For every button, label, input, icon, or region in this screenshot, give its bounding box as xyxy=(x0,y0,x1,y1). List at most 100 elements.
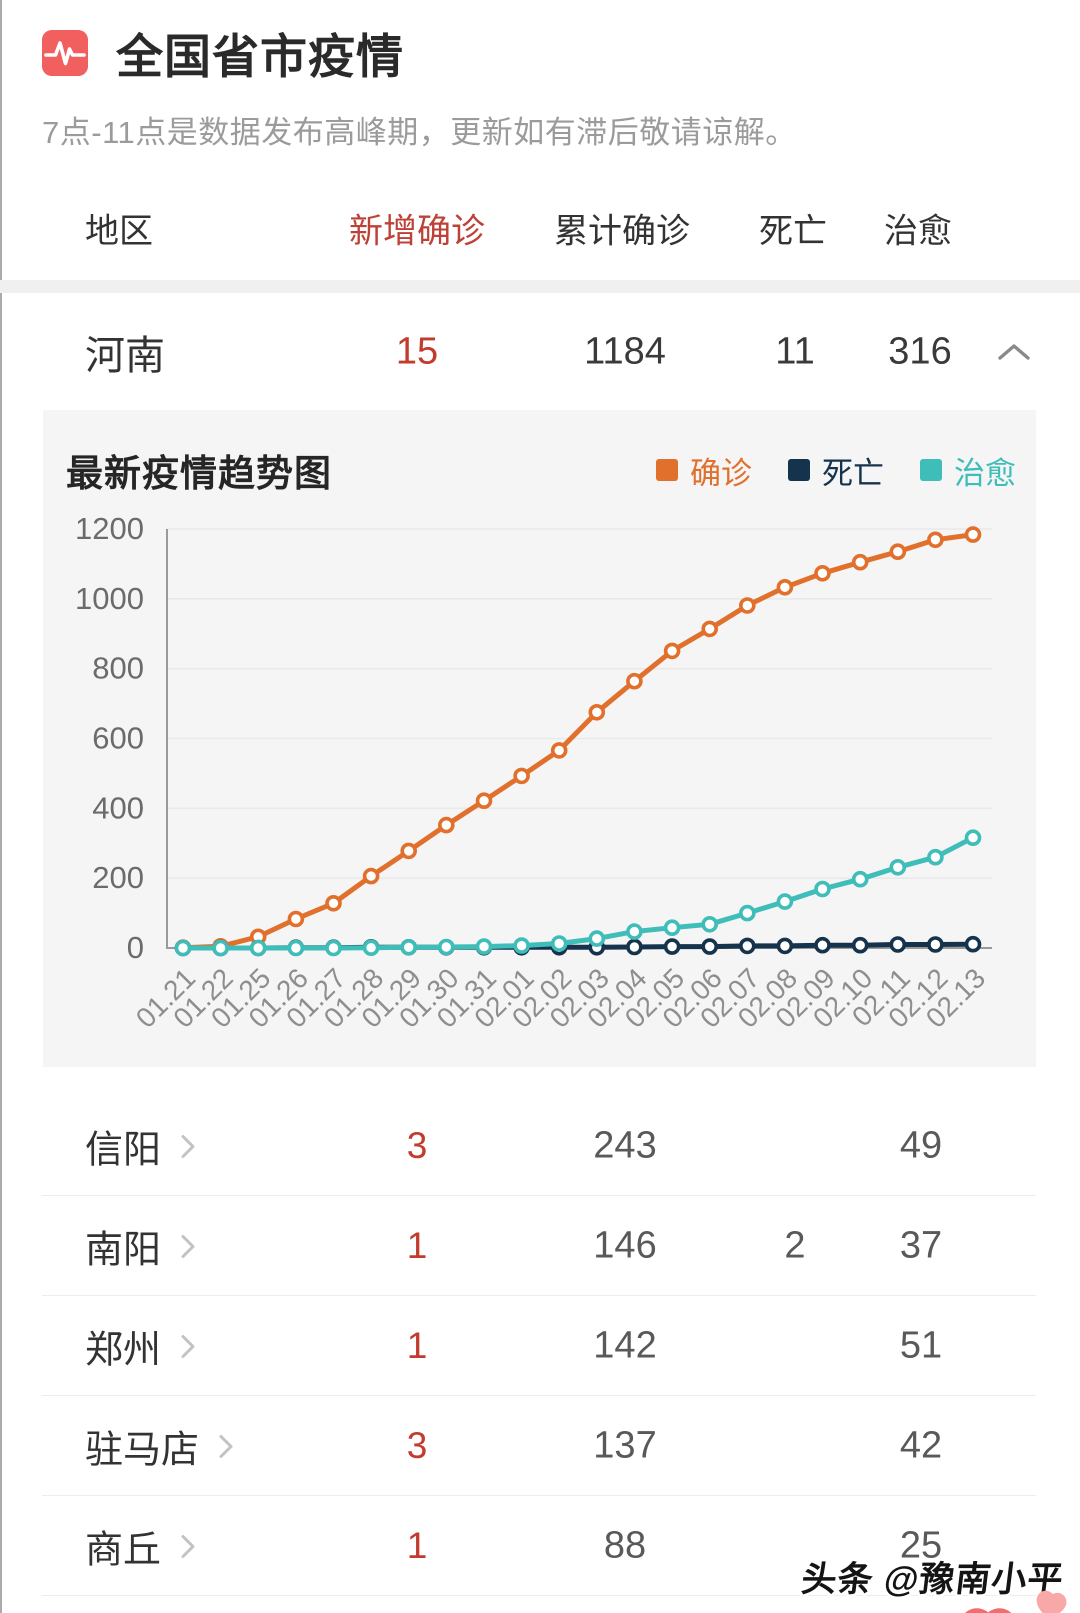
data-point[interactable] xyxy=(738,937,756,955)
data-point[interactable] xyxy=(851,936,869,954)
legend-label: 死亡 xyxy=(822,455,884,491)
data-point[interactable] xyxy=(437,938,455,956)
row-divider xyxy=(42,1595,1036,1596)
data-point[interactable] xyxy=(212,939,229,957)
data-point[interactable] xyxy=(626,923,643,940)
y-tick-label: 400 xyxy=(92,790,144,825)
city-row[interactable]: 驻马店 3 137 42 xyxy=(0,1396,1080,1496)
city-cured: 42 xyxy=(899,1424,943,1467)
data-point[interactable] xyxy=(362,939,380,957)
city-row[interactable]: 信阳 3 243 49 xyxy=(0,1096,1080,1196)
data-point[interactable] xyxy=(701,620,719,638)
city-new-confirmed: 3 xyxy=(406,1125,428,1166)
data-point[interactable] xyxy=(550,935,568,952)
trend-chart-panel: 0 200 400 600 800 1000 1200 01.21 01.22 01.25 01.2… xyxy=(43,410,1036,1067)
chevron-up-icon[interactable] xyxy=(996,341,1032,363)
data-point[interactable] xyxy=(927,848,944,866)
table-header: 地区 新增确诊 累计确诊 死亡 治愈 xyxy=(0,190,1080,266)
data-point[interactable] xyxy=(513,767,530,785)
chart-legend: 确诊 死亡 治愈 xyxy=(620,448,1016,493)
data-point[interactable] xyxy=(814,880,831,898)
data-point[interactable] xyxy=(889,543,907,560)
data-point[interactable] xyxy=(889,858,907,876)
legend-item[interactable]: 死亡 xyxy=(788,448,884,493)
legend-item[interactable]: 确诊 xyxy=(656,448,752,493)
chart-panel-head: 最新疫情趋势图 确诊 死亡 治愈 xyxy=(66,448,1016,494)
data-point[interactable] xyxy=(889,936,907,953)
data-point[interactable] xyxy=(325,894,342,912)
data-point[interactable] xyxy=(550,742,568,759)
data-point[interactable] xyxy=(588,703,606,721)
data-point[interactable] xyxy=(701,938,719,955)
data-point[interactable] xyxy=(851,553,869,571)
row-divider xyxy=(42,1395,1036,1396)
heart-pink-icon xyxy=(1036,1590,1067,1613)
data-point[interactable] xyxy=(738,597,756,614)
trend-line-chart: 02004006008001000120001.2101.2201.2501.2… xyxy=(75,511,992,1034)
city-row[interactable]: 南阳 1 146 2 37 xyxy=(0,1196,1080,1296)
separator-band xyxy=(0,280,1080,293)
data-point[interactable] xyxy=(663,642,681,660)
data-point[interactable] xyxy=(626,672,643,690)
data-point[interactable] xyxy=(927,936,944,953)
data-point[interactable] xyxy=(513,937,530,954)
legend-item[interactable]: 治愈 xyxy=(920,448,1016,493)
data-point[interactable] xyxy=(287,910,305,928)
data-point[interactable] xyxy=(400,938,418,956)
row-divider xyxy=(42,1495,1036,1496)
col-new-confirmed[interactable]: 新增确诊 xyxy=(349,212,485,251)
city-name: 驻马店 xyxy=(85,1429,200,1472)
city-total-confirmed: 88 xyxy=(603,1524,647,1567)
data-point[interactable] xyxy=(249,939,267,957)
province-total-confirmed: 1184 xyxy=(584,330,666,372)
data-point[interactable] xyxy=(475,938,493,955)
col-deaths[interactable]: 死亡 xyxy=(759,212,827,251)
col-cured[interactable]: 治愈 xyxy=(884,212,952,251)
data-point[interactable] xyxy=(776,937,794,955)
data-point[interactable] xyxy=(174,939,192,957)
province-deaths: 11 xyxy=(775,330,815,372)
data-point[interactable] xyxy=(437,816,455,834)
city-new-confirmed: 1 xyxy=(406,1225,428,1266)
city-row[interactable]: 商丘 1 88 25 xyxy=(0,1496,1080,1596)
legend-label: 确诊 xyxy=(690,455,752,491)
data-point[interactable] xyxy=(400,842,418,860)
chevron-right-icon xyxy=(181,1534,195,1558)
data-point[interactable] xyxy=(663,938,681,955)
y-tick-label: 1000 xyxy=(75,581,144,616)
legend-label: 治愈 xyxy=(954,455,1016,491)
data-point[interactable] xyxy=(776,579,794,596)
data-point[interactable] xyxy=(362,867,380,885)
data-point[interactable] xyxy=(814,936,831,954)
data-point[interactable] xyxy=(964,526,982,543)
data-point[interactable] xyxy=(964,935,982,953)
province-row[interactable]: 河南 15 1184 11 316 xyxy=(0,293,1080,410)
data-point[interactable] xyxy=(927,531,944,549)
series-line-治愈 xyxy=(180,835,976,951)
data-point[interactable] xyxy=(588,930,606,947)
y-tick-label: 0 xyxy=(127,930,144,965)
city-name: 商丘 xyxy=(85,1529,162,1572)
data-point[interactable] xyxy=(325,939,342,957)
city-row[interactable]: 郑州 1 142 51 xyxy=(0,1296,1080,1396)
data-point[interactable] xyxy=(814,565,831,582)
data-point[interactable] xyxy=(475,792,493,810)
data-point[interactable] xyxy=(287,939,305,957)
data-point[interactable] xyxy=(701,915,719,933)
data-point[interactable] xyxy=(776,893,794,910)
city-total-confirmed: 146 xyxy=(593,1224,657,1267)
col-region[interactable]: 地区 xyxy=(85,212,153,251)
heart-red-icon xyxy=(965,1608,1012,1613)
data-point[interactable] xyxy=(964,829,982,847)
data-point[interactable] xyxy=(738,904,756,922)
province-cured: 316 xyxy=(888,330,952,372)
data-point[interactable] xyxy=(851,870,869,888)
col-total-confirmed[interactable]: 累计确诊 xyxy=(554,212,690,251)
left-edge-line xyxy=(0,0,2,1613)
data-point[interactable] xyxy=(626,938,643,956)
province-name: 河南 xyxy=(85,333,165,378)
city-cured: 51 xyxy=(899,1324,943,1367)
y-tick-label: 1200 xyxy=(75,511,144,546)
city-cured: 25 xyxy=(899,1524,943,1567)
data-point[interactable] xyxy=(663,919,681,937)
